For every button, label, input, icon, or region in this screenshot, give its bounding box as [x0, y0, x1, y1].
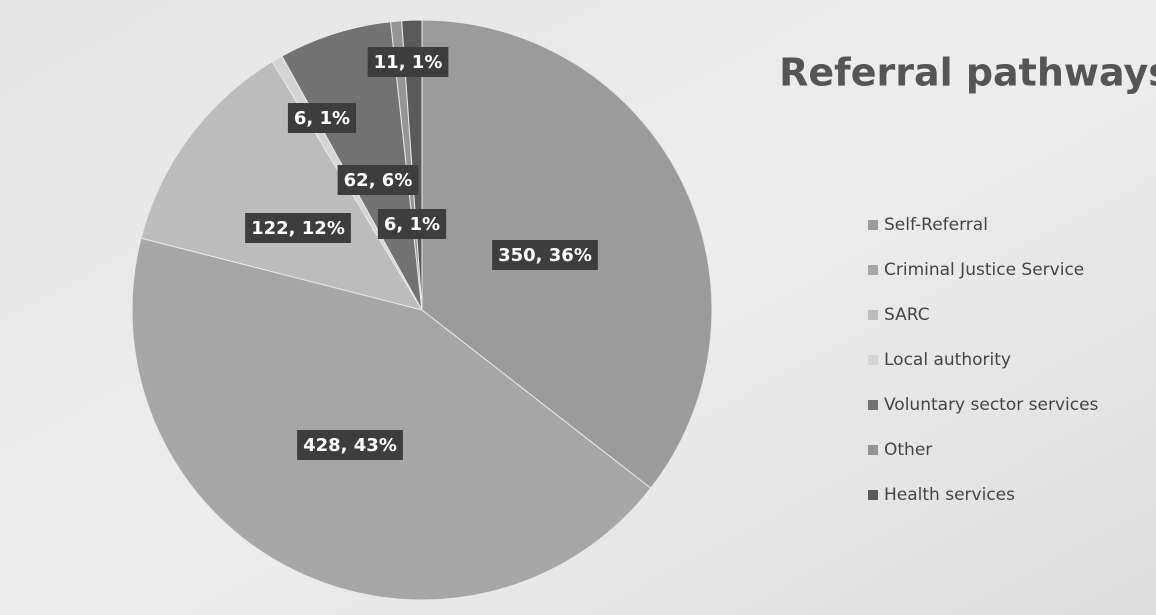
data-label-text: 62, 6%	[344, 170, 413, 191]
legend-label: Voluntary sector services	[884, 395, 1099, 415]
legend-swatch	[868, 445, 878, 455]
legend-swatch	[868, 355, 878, 365]
legend-swatch	[868, 265, 878, 275]
data-label: 122, 12%	[245, 213, 351, 243]
data-label-box	[287, 103, 357, 133]
legend-label: Other	[884, 440, 932, 460]
legend-label: Self-Referral	[884, 215, 988, 235]
data-label-text: 6, 1%	[294, 108, 350, 129]
chart-title: Referral pathways	[779, 51, 1156, 95]
legend-label: SARC	[884, 305, 930, 325]
data-label-text: 122, 12%	[251, 218, 345, 239]
legend-swatch	[868, 310, 878, 320]
data-label: 6, 1%	[287, 103, 357, 133]
data-label: 6, 1%	[377, 209, 447, 239]
data-label-text: 350, 36%	[498, 245, 592, 266]
data-label-box	[245, 213, 351, 243]
data-label: 11, 1%	[367, 47, 449, 77]
legend-label: Health services	[884, 485, 1015, 505]
data-label-box	[377, 209, 447, 239]
legend-swatch	[868, 400, 878, 410]
legend-swatch	[868, 490, 878, 500]
data-label: 428, 43%	[297, 430, 403, 460]
pie-slice	[131, 237, 652, 601]
legend-label: Criminal Justice Service	[884, 260, 1084, 280]
legend-swatch	[868, 220, 878, 230]
data-label-box	[492, 240, 598, 270]
data-label-text: 6, 1%	[384, 214, 440, 235]
data-label: 62, 6%	[337, 165, 419, 195]
data-label-box	[367, 47, 449, 77]
data-label-box	[297, 430, 403, 460]
pie-slice	[140, 60, 424, 311]
data-label: 350, 36%	[492, 240, 598, 270]
data-label-box	[337, 165, 419, 195]
legend-label: Local authority	[884, 350, 1011, 370]
data-label-text: 11, 1%	[374, 52, 443, 73]
data-label-text: 428, 43%	[303, 435, 397, 456]
